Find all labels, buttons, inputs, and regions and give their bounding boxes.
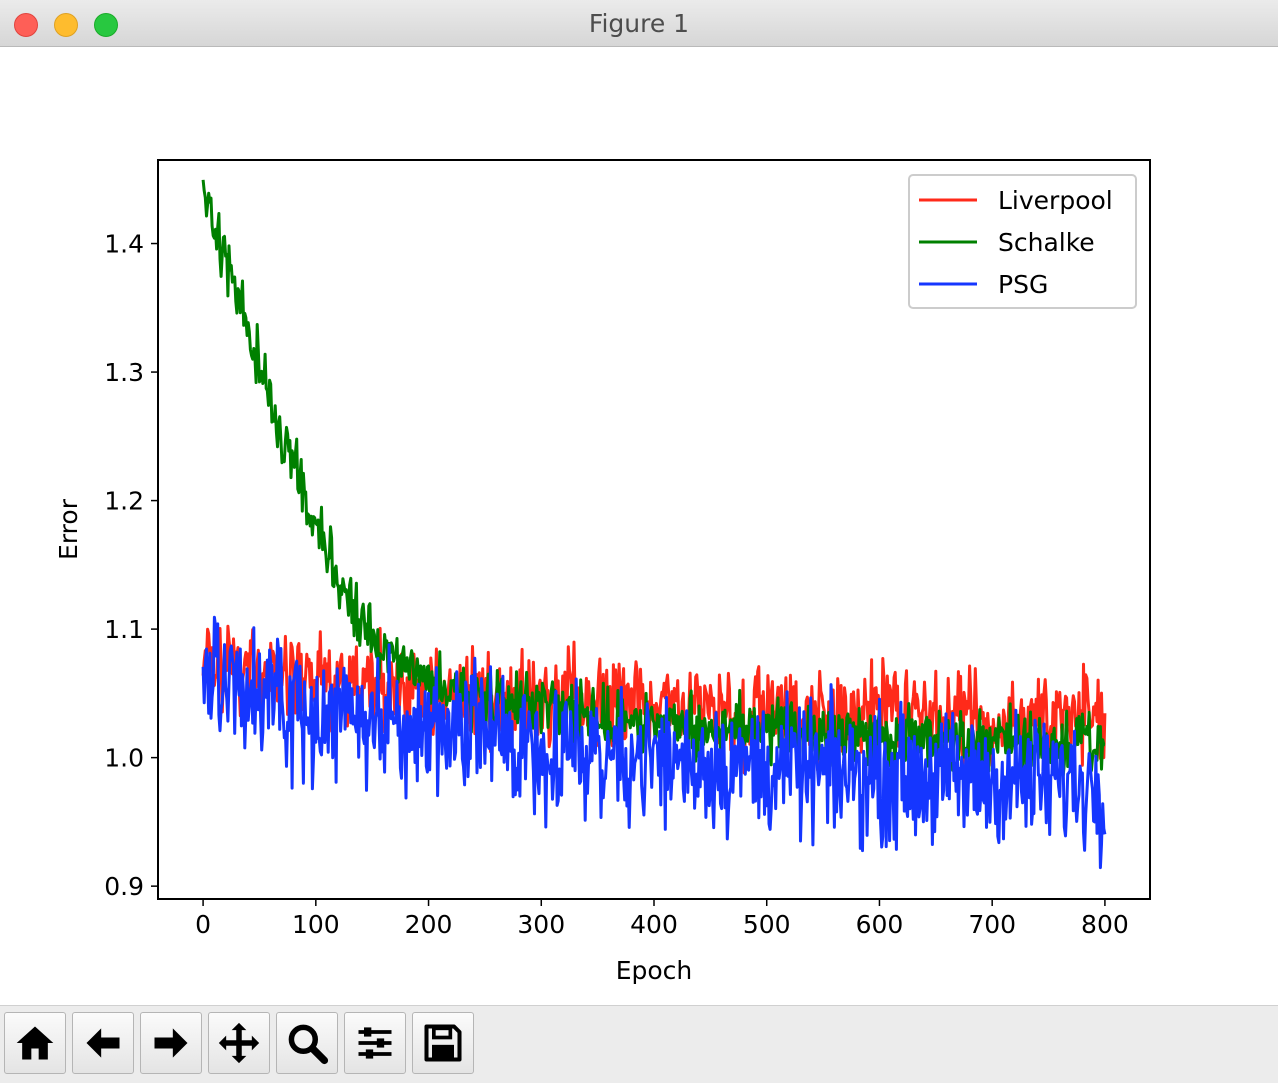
window-titlebar: Figure 1 bbox=[0, 0, 1278, 47]
zoom-button[interactable] bbox=[276, 1012, 338, 1074]
x-axis-label: Epoch bbox=[616, 956, 693, 985]
x-tick-label: 200 bbox=[405, 910, 453, 939]
legend-label: Schalke bbox=[998, 228, 1095, 257]
legend-label: PSG bbox=[998, 270, 1048, 299]
close-window-button[interactable] bbox=[14, 13, 38, 37]
arrow-left-icon bbox=[86, 1028, 120, 1058]
home-button[interactable] bbox=[4, 1012, 66, 1074]
x-tick-label: 500 bbox=[743, 910, 791, 939]
forward-button[interactable] bbox=[140, 1012, 202, 1074]
move-icon bbox=[218, 1022, 260, 1064]
x-tick-label: 300 bbox=[517, 910, 565, 939]
maximize-window-button[interactable] bbox=[94, 13, 118, 37]
magnifier-icon bbox=[288, 1024, 329, 1065]
x-tick-label: 800 bbox=[1081, 910, 1129, 939]
y-tick-label: 1.4 bbox=[104, 230, 144, 259]
x-tick-label: 600 bbox=[856, 910, 904, 939]
y-tick-label: 1.3 bbox=[104, 358, 144, 387]
configure-subplots-button[interactable] bbox=[344, 1012, 406, 1074]
series-line-psg bbox=[201, 615, 1107, 870]
sliders-icon bbox=[358, 1027, 392, 1059]
window-title: Figure 1 bbox=[588, 9, 690, 38]
x-tick-label: 100 bbox=[292, 910, 340, 939]
x-tick-label: 400 bbox=[630, 910, 678, 939]
floppy-disk-icon bbox=[424, 1024, 462, 1062]
y-tick-label: 1.0 bbox=[104, 744, 144, 773]
figure-canvas[interactable]: 0 100 200 300 400 500 600 700 800 0.9 1.0 1.1 1.2 1.3… bbox=[0, 47, 1278, 1005]
y-tick-label: 1.2 bbox=[104, 487, 144, 516]
minimize-window-button[interactable] bbox=[54, 13, 78, 37]
y-tick-label: 1.1 bbox=[104, 615, 144, 644]
series-line-liverpool bbox=[201, 624, 1107, 775]
navigation-toolbar bbox=[0, 1005, 1278, 1083]
y-tick-label: 0.9 bbox=[104, 872, 144, 901]
home-icon bbox=[16, 1026, 54, 1060]
arrow-right-icon bbox=[154, 1028, 188, 1058]
pan-button[interactable] bbox=[208, 1012, 270, 1074]
y-axis-label: Error bbox=[54, 498, 83, 560]
line-chart: 0 100 200 300 400 500 600 700 800 0.9 1.0 1.1 1.2 1.3… bbox=[54, 159, 1151, 985]
back-button[interactable] bbox=[72, 1012, 134, 1074]
series-line-schalke bbox=[201, 179, 1106, 777]
legend-label: Liverpool bbox=[998, 186, 1113, 215]
save-button[interactable] bbox=[412, 1012, 474, 1074]
x-tick-label: 700 bbox=[968, 910, 1016, 939]
x-tick-label: 0 bbox=[195, 910, 211, 939]
legend-box bbox=[908, 174, 1137, 309]
